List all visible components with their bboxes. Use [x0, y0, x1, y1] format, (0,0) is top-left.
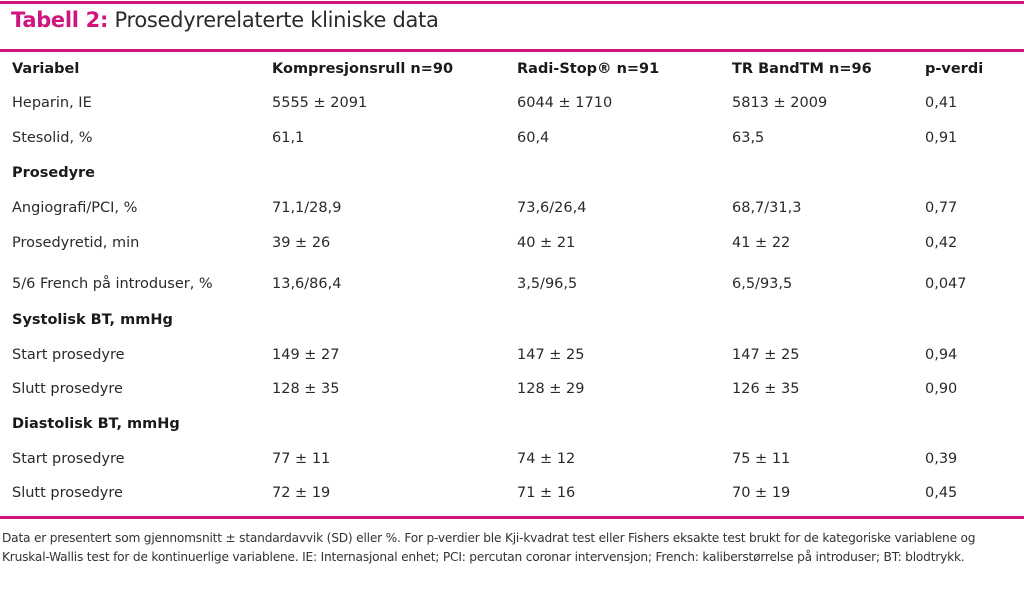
header-p-value: p-verdi — [925, 61, 984, 77]
table-cell: 0,047 — [925, 276, 967, 292]
table-cell: 60,4 — [517, 130, 550, 146]
table-footnote: Data er presentert som gjennomsnitt ± st… — [2, 531, 976, 564]
table-row: Stesolid, % 61,1 60,4 63,5 0,91 — [0, 130, 1024, 150]
table-cell: 40 ± 21 — [517, 235, 576, 251]
table-cell: 75 ± 11 — [732, 451, 791, 467]
row-label: Stesolid, % — [12, 130, 93, 146]
table-cell: 0,91 — [925, 130, 958, 146]
table-row: Angiografi/PCI, % 71,1/28,9 73,6/26,4 68,7/… — [0, 200, 1024, 220]
header-variable: Variabel — [12, 61, 80, 77]
header-kompresjonsrull: Kompresjonsrull n=90 — [272, 61, 454, 77]
table-row: Heparin, IE 5555 ± 2091 6044 ± 1710 5813 ± … — [0, 95, 1024, 115]
table-title-text: Prosedyrerelaterte kliniske data — [114, 8, 439, 32]
table-cell: 71 ± 16 — [517, 485, 576, 501]
row-label: Slutt prosedyre — [12, 381, 123, 397]
table-cell: 0,45 — [925, 485, 958, 501]
section-row: Prosedyre — [0, 165, 1024, 185]
table-row: Start prosedyre 149 ± 27 147 ± 25 147 ± 25 0… — [0, 347, 1024, 367]
title-rule — [0, 49, 1024, 52]
table-cell: 3,5/96,5 — [517, 276, 578, 292]
table-cell: 13,6/86,4 — [272, 276, 342, 292]
table-cell: 73,6/26,4 — [517, 200, 587, 216]
table-cell: 61,1 — [272, 130, 305, 146]
table-header-row: Variabel Kompresjonsrull n=90 Radi-Stop®… — [0, 61, 1024, 81]
top-rule — [0, 1, 1024, 4]
table-cell: 0,90 — [925, 381, 958, 397]
row-label: 5/6 French på introduser, % — [12, 276, 213, 292]
table-cell: 39 ± 26 — [272, 235, 331, 251]
table-cell: 0,41 — [925, 95, 958, 111]
table-cell: 72 ± 19 — [272, 485, 331, 501]
table-cell: 41 ± 22 — [732, 235, 791, 251]
table-label: Tabell 2: — [11, 8, 109, 32]
table-cell: 5813 ± 2009 — [732, 95, 828, 111]
table-cell: 6044 ± 1710 — [517, 95, 613, 111]
row-label: Prosedyretid, min — [12, 235, 140, 251]
table-cell: 77 ± 11 — [272, 451, 331, 467]
table-cell: 0,42 — [925, 235, 958, 251]
table-cell: 74 ± 12 — [517, 451, 576, 467]
table-cell: 6,5/93,5 — [732, 276, 793, 292]
table-cell: 0,94 — [925, 347, 958, 363]
table-cell: 68,7/31,3 — [732, 200, 802, 216]
section-row: Systolisk BT, mmHg — [0, 312, 1024, 332]
row-label: Start prosedyre — [12, 451, 125, 467]
table-cell: 149 ± 27 — [272, 347, 340, 363]
table-cell: 128 ± 35 — [272, 381, 340, 397]
header-tr-band: TR BandTM n=96 — [732, 61, 872, 77]
table-cell: 126 ± 35 — [732, 381, 800, 397]
table-cell: 71,1/28,9 — [272, 200, 342, 216]
table-cell: 70 ± 19 — [732, 485, 791, 501]
bottom-rule — [0, 516, 1024, 519]
section-row: Diastolisk BT, mmHg — [0, 416, 1024, 436]
row-label: Prosedyre — [12, 165, 96, 181]
row-label: Slutt prosedyre — [12, 485, 123, 501]
row-label: Angiografi/PCI, % — [12, 200, 138, 216]
table-row: Start prosedyre 77 ± 11 74 ± 12 75 ± 11 0,3… — [0, 451, 1024, 471]
table-title: Tabell 2: Prosedyrerelaterte kliniske da… — [11, 8, 439, 32]
table-cell: 63,5 — [732, 130, 765, 146]
table-cell: 128 ± 29 — [517, 381, 585, 397]
table-row: 5/6 French på introduser, % 13,6/86,4 3,5/… — [0, 276, 1024, 296]
table-row: Slutt prosedyre 128 ± 35 128 ± 29 126 ± 35 0… — [0, 381, 1024, 401]
table-row: Prosedyretid, min 39 ± 26 40 ± 21 41 ± 22 0,… — [0, 235, 1024, 255]
table-cell: 147 ± 25 — [732, 347, 800, 363]
row-label: Systolisk BT, mmHg — [12, 312, 173, 328]
table-row: Slutt prosedyre 72 ± 19 71 ± 16 70 ± 19 0,4… — [0, 485, 1024, 505]
row-label: Start prosedyre — [12, 347, 125, 363]
table-cell: 5555 ± 2091 — [272, 95, 368, 111]
table-cell: 147 ± 25 — [517, 347, 585, 363]
table-cell: 0,77 — [925, 200, 958, 216]
header-radi-stop: Radi-Stop® n=91 — [517, 61, 660, 77]
row-label: Heparin, IE — [12, 95, 92, 111]
table-cell: 0,39 — [925, 451, 958, 467]
row-label: Diastolisk BT, mmHg — [12, 416, 180, 432]
